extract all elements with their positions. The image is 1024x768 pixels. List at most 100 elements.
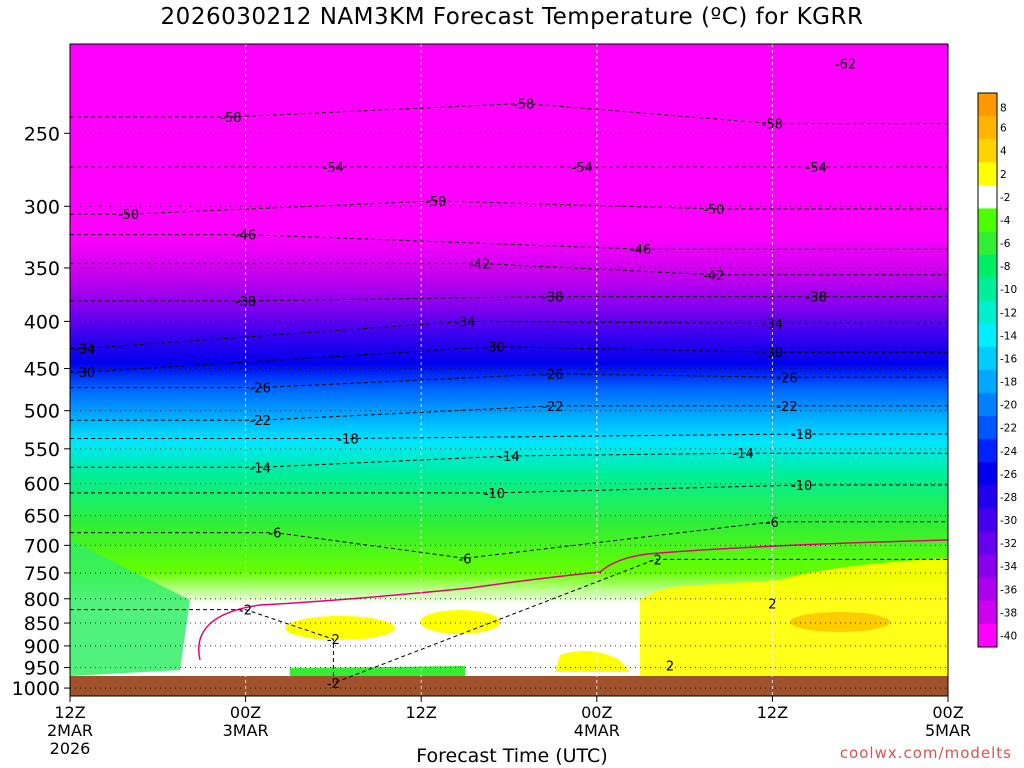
y-tick-label: 750 — [24, 563, 60, 585]
x-tick-label: 12Z — [406, 703, 437, 722]
contour-label: -38 — [806, 291, 827, 306]
y-tick-label: 400 — [24, 311, 60, 333]
y-tick-label: 650 — [24, 506, 60, 528]
contour-label: -6 — [766, 516, 779, 531]
x-tick-label: 2026 — [50, 739, 91, 758]
contour-label: -34 — [762, 317, 783, 332]
y-tick-label: 250 — [24, 123, 60, 145]
colorbar-label: -24 — [1000, 446, 1017, 458]
contour-label: -46 — [235, 229, 256, 244]
contour-label: -54 — [323, 161, 344, 176]
contour-label: -34 — [454, 315, 475, 330]
y-axis: 2503003504004505005506006507007508008509… — [12, 123, 70, 700]
colorbar-swatch — [978, 623, 997, 648]
contour-label: -46 — [630, 243, 651, 258]
y-tick-label: 600 — [24, 474, 60, 496]
contour-label: -10 — [484, 487, 505, 502]
colorbar-label: 4 — [1000, 146, 1007, 158]
contour-label: -58 — [220, 111, 241, 126]
colorbar-label: -10 — [1000, 284, 1017, 296]
site-credit: coolwx.com/modelts — [839, 744, 1012, 762]
contour-label: -22 — [542, 400, 563, 415]
contour-line — [70, 558, 948, 684]
colorbar-label: -28 — [1000, 492, 1017, 504]
contour-label: -18 — [337, 433, 358, 448]
colorbar-label: -34 — [1000, 561, 1017, 573]
colorbar-label: -8 — [1000, 261, 1010, 273]
colorbar-frame — [977, 92, 998, 648]
contour-label: -10 — [791, 479, 812, 494]
colorbar-swatch — [978, 300, 997, 325]
colorbar-swatch — [978, 531, 997, 556]
colorbar-label: -32 — [1000, 538, 1017, 550]
contour-label: -58 — [513, 97, 534, 112]
colorbar-swatch — [978, 462, 997, 486]
contour-label: -50 — [703, 203, 724, 218]
x-tick-label: 12Z — [54, 703, 85, 722]
colorbar-label: 6 — [1000, 123, 1007, 135]
colorbar-label: -26 — [1000, 469, 1017, 481]
contour-label: -6 — [268, 527, 281, 542]
colorbar-label: -4 — [1000, 215, 1011, 227]
contour-label: -22 — [250, 414, 271, 429]
colorbar-label: -40 — [1000, 630, 1017, 642]
colorbar-swatch — [978, 208, 997, 232]
colorbar-label: -6 — [1000, 238, 1011, 250]
contour-line — [70, 452, 948, 468]
contour-label: -34 — [74, 342, 95, 357]
colorbar-label: -12 — [1000, 307, 1017, 319]
colorbar-swatch — [978, 116, 997, 140]
colorbar-swatch — [978, 439, 997, 463]
contour-lines — [70, 102, 948, 684]
colorbar: 8 6 4 2 -2 -4 -6 -8 -10 -12 -14 -16 -18 -20 -22 -24 -26 -… — [977, 92, 1017, 648]
contour-label: -54 — [806, 161, 827, 176]
contour-line — [70, 320, 948, 349]
contour-label: -50 — [425, 195, 446, 210]
contour-line — [70, 373, 948, 389]
contour-label: -2 — [649, 553, 662, 568]
x-tick-label: 12Z — [757, 703, 788, 722]
contour-line — [70, 433, 948, 439]
y-tick-label: 350 — [24, 258, 60, 280]
temperature-fill — [70, 44, 948, 696]
contour-label: -2 — [239, 604, 252, 619]
colorbar-label: -38 — [1000, 607, 1017, 619]
contour-line — [70, 200, 948, 215]
contour-label: -2 — [327, 677, 340, 692]
y-tick-label: 850 — [24, 613, 60, 635]
contour-label: -54 — [572, 161, 593, 176]
contour-label: -2 — [327, 633, 340, 648]
x-tick-label: 4MAR — [574, 721, 620, 740]
contour-label: -14 — [250, 461, 271, 476]
contour-label: -6 — [459, 552, 472, 567]
y-tick-label: 950 — [24, 658, 60, 680]
colorbar-label: -20 — [1000, 400, 1017, 412]
colorbar-swatch — [978, 508, 997, 533]
contour-label: -22 — [776, 400, 797, 415]
y-tick-label: 800 — [24, 589, 60, 611]
contour-labels: -62-58-58-58-54 -54 -54-50-50-50-46-46-42-… — [74, 58, 856, 693]
x-tick-label: 3MAR — [223, 721, 269, 740]
y-tick-label: 450 — [24, 359, 60, 381]
contour-line — [70, 484, 948, 494]
contour-label: -30 — [74, 366, 95, 381]
colorbar-swatch — [978, 231, 997, 256]
contour-line — [70, 102, 948, 125]
contour-label: -14 — [498, 450, 519, 465]
contour-line — [70, 405, 948, 421]
contour-label: -50 — [118, 208, 139, 223]
x-tick-label: 2MAR — [47, 721, 93, 740]
contour-label: -18 — [791, 428, 812, 443]
contour-line — [70, 262, 948, 276]
contour-label: -62 — [835, 58, 856, 73]
contour-label: -26 — [776, 371, 797, 386]
colorbar-swatch — [978, 577, 997, 602]
colorbar-swatch — [978, 416, 997, 440]
contour-label: -14 — [733, 447, 754, 462]
colorbar-label: -16 — [1000, 353, 1017, 365]
colorbar-swatch — [978, 554, 997, 579]
colorbar-label: -14 — [1000, 330, 1017, 342]
y-tick-label: 1000 — [12, 678, 60, 700]
